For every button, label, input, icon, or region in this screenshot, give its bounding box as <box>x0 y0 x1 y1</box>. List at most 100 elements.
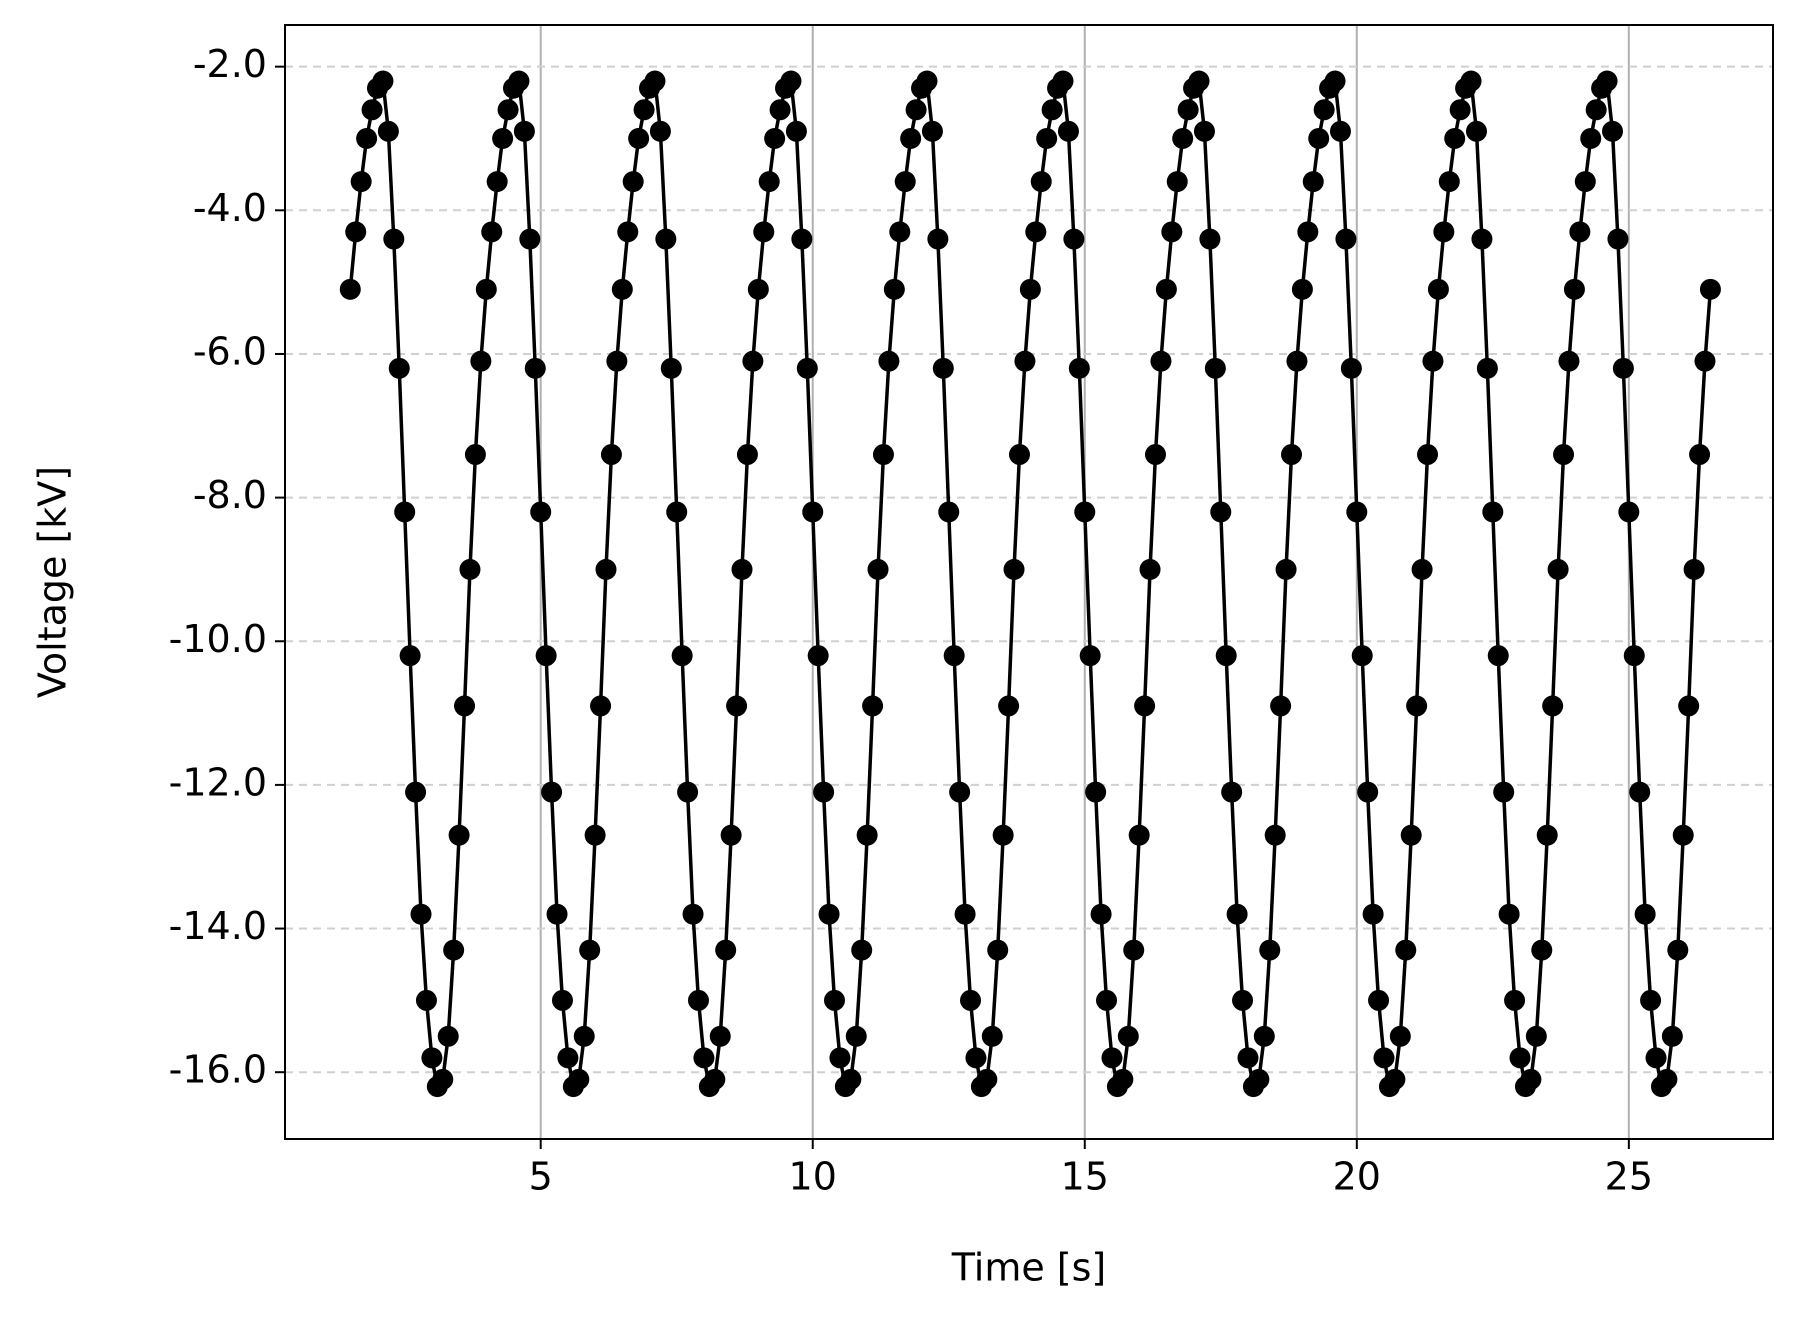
data-point <box>573 1025 595 1047</box>
data-point <box>1177 99 1199 121</box>
data-point <box>1139 558 1161 580</box>
data-point <box>372 70 394 92</box>
data-point <box>807 645 829 667</box>
data-point <box>590 695 612 717</box>
data-point <box>568 1068 590 1090</box>
data-point <box>1215 645 1237 667</box>
data-point <box>905 99 927 121</box>
y-tick-label: -16.0 <box>169 1048 267 1092</box>
data-point <box>1264 824 1286 846</box>
data-point <box>720 824 742 846</box>
y-tick-label: -6.0 <box>193 329 267 373</box>
data-point <box>1460 70 1482 92</box>
data-point <box>339 278 361 300</box>
data-point <box>687 989 709 1011</box>
data-point <box>960 989 982 1011</box>
data-point <box>1324 70 1346 92</box>
data-point <box>1025 221 1047 243</box>
data-point <box>1090 903 1112 925</box>
data-point <box>900 127 922 149</box>
y-tick-label: -10.0 <box>169 617 267 661</box>
data-point <box>1482 501 1504 523</box>
data-point <box>1172 127 1194 149</box>
data-point <box>954 903 976 925</box>
data-point <box>1645 1047 1667 1069</box>
data-point <box>1395 939 1417 961</box>
y-tick-label: -2.0 <box>193 42 267 86</box>
data-point <box>1003 558 1025 580</box>
data-point <box>1699 278 1721 300</box>
data-point <box>551 989 573 1011</box>
data-point <box>1672 824 1694 846</box>
data-point <box>813 781 835 803</box>
data-point <box>388 357 410 379</box>
data-point <box>1193 120 1215 142</box>
data-point <box>878 350 900 372</box>
data-point <box>1340 357 1362 379</box>
data-point <box>497 99 519 121</box>
data-point <box>1313 99 1335 121</box>
data-point <box>845 1025 867 1047</box>
data-point <box>987 939 1009 961</box>
data-point <box>1596 70 1618 92</box>
data-point <box>600 444 622 466</box>
data-point <box>633 99 655 121</box>
data-point <box>1689 444 1711 466</box>
data-point <box>459 558 481 580</box>
data-point <box>1634 903 1656 925</box>
data-point <box>1438 171 1460 193</box>
data-point <box>595 558 617 580</box>
data-point <box>524 357 546 379</box>
data-point <box>1373 1047 1395 1069</box>
x-tick-label: 10 <box>789 1155 837 1199</box>
data-point <box>992 824 1014 846</box>
data-point <box>1166 171 1188 193</box>
data-point <box>1640 989 1662 1011</box>
data-point <box>1531 939 1553 961</box>
data-point <box>1123 939 1145 961</box>
data-point <box>1384 1068 1406 1090</box>
data-point <box>802 501 824 523</box>
data-point <box>1036 127 1058 149</box>
data-point <box>454 695 476 717</box>
data-point <box>916 70 938 92</box>
data-point <box>780 70 802 92</box>
y-tick-label: -8.0 <box>193 473 267 517</box>
x-tick-label: 25 <box>1605 1155 1653 1199</box>
data-point <box>829 1047 851 1069</box>
data-point <box>1362 903 1384 925</box>
data-point <box>1128 824 1150 846</box>
data-point <box>894 171 916 193</box>
data-point <box>818 903 840 925</box>
data-point <box>486 171 508 193</box>
data-point <box>1498 903 1520 925</box>
data-point <box>1504 989 1526 1011</box>
data-point <box>671 645 693 667</box>
data-point <box>1678 695 1700 717</box>
x-tick-label: 15 <box>1061 1155 1109 1199</box>
data-point <box>883 278 905 300</box>
data-point <box>1351 645 1373 667</box>
data-point <box>345 221 367 243</box>
data-point <box>1574 171 1596 193</box>
data-point <box>862 695 884 717</box>
data-point <box>557 1047 579 1069</box>
data-point <box>1161 221 1183 243</box>
data-point <box>921 120 943 142</box>
data-point <box>1101 1047 1123 1069</box>
data-point <box>546 903 568 925</box>
data-point <box>666 501 688 523</box>
data-point <box>704 1068 726 1090</box>
data-point <box>981 1025 1003 1047</box>
data-point <box>1019 278 1041 300</box>
data-point <box>840 1068 862 1090</box>
data-point <box>1357 781 1379 803</box>
data-point <box>492 127 514 149</box>
data-point <box>655 228 677 250</box>
data-point <box>508 70 530 92</box>
data-point <box>1563 278 1585 300</box>
data-point <box>584 824 606 846</box>
data-point <box>432 1068 454 1090</box>
data-point <box>1286 350 1308 372</box>
data-point <box>682 903 704 925</box>
